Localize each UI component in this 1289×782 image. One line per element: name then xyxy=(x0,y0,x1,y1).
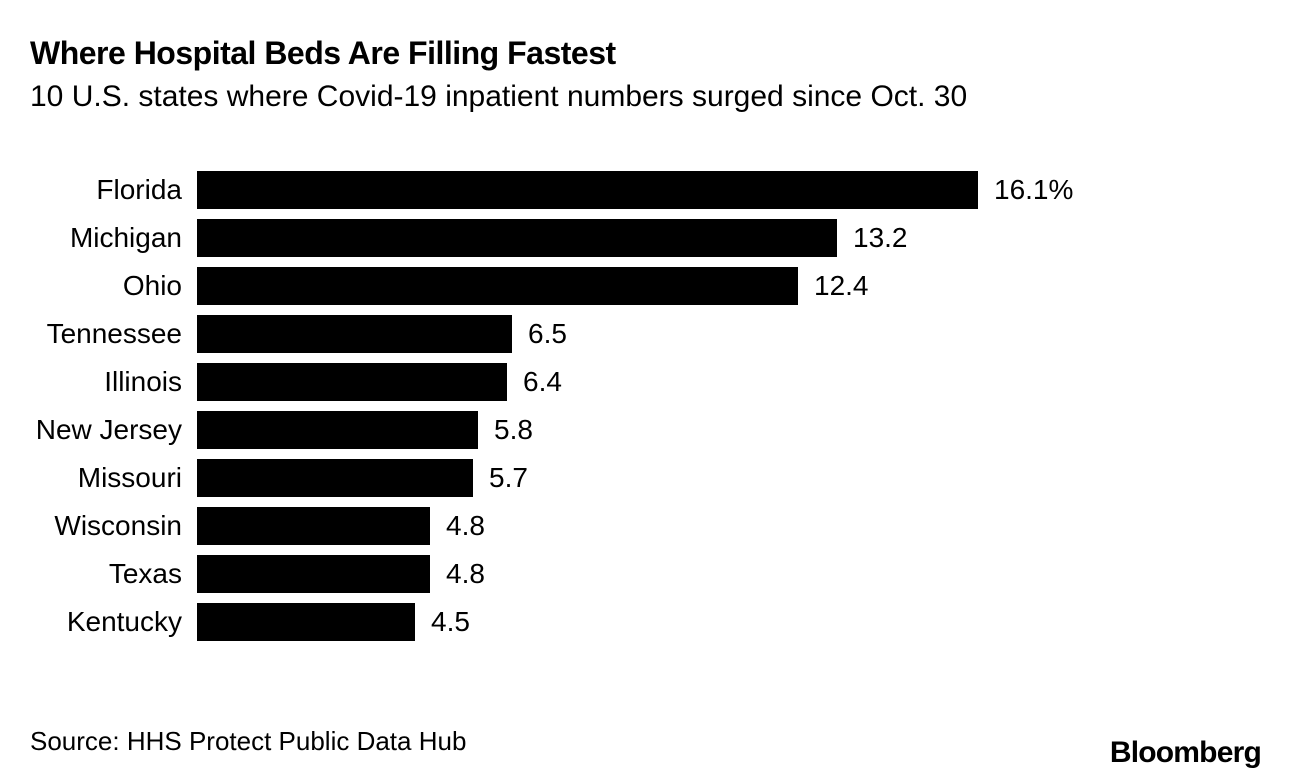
source-note: Source: HHS Protect Public Data Hub xyxy=(30,726,467,756)
bar-value: 16.1% xyxy=(994,174,1074,205)
bar xyxy=(197,507,430,545)
chart-row: Ohio 12.4 xyxy=(30,262,1259,310)
bar xyxy=(197,411,478,449)
chart-row: Kentucky 4.5 xyxy=(30,598,1259,646)
bar xyxy=(197,603,415,641)
bar xyxy=(197,267,798,305)
chart-subtitle: 10 U.S. states where Covid-19 inpatient … xyxy=(30,80,968,113)
bar-value: 13.2 xyxy=(853,222,908,253)
bar-label: Texas xyxy=(108,558,182,589)
chart-row: Texas 4.8 xyxy=(30,550,1259,598)
bar-label: Tennessee xyxy=(46,318,182,349)
bar-label: Wisconsin xyxy=(54,510,182,541)
chart-row: Missouri 5.7 xyxy=(30,454,1259,502)
bar xyxy=(197,459,473,497)
chart-row: Tennessee 6.5 xyxy=(30,310,1259,358)
bar xyxy=(197,555,430,593)
bar xyxy=(197,363,507,401)
bar-label: New Jersey xyxy=(35,414,182,445)
bar-value: 5.8 xyxy=(494,414,533,445)
chart-row: New Jersey 5.8 xyxy=(30,406,1259,454)
bar-value: 6.5 xyxy=(528,318,567,349)
bloomberg-logo: Bloomberg xyxy=(1109,736,1262,769)
chart-row: Wisconsin 4.8 xyxy=(30,502,1259,550)
bar-value: 12.4 xyxy=(814,270,869,301)
bar-chart: Florida 16.1% Michigan 13.2 Ohio 12.4 Tennesse… xyxy=(30,166,1259,646)
bar-label: Michigan xyxy=(69,222,182,253)
bar-value: 5.7 xyxy=(489,462,528,493)
chart-row: Illinois 6.4 xyxy=(30,358,1259,406)
bar-value: 4.8 xyxy=(446,558,485,589)
chart-row: Michigan 13.2 xyxy=(30,214,1259,262)
bar-label: Illinois xyxy=(104,366,182,397)
bar xyxy=(197,219,837,257)
bar-value: 6.4 xyxy=(523,366,562,397)
bar-value: 4.8 xyxy=(446,510,485,541)
bar-label: Ohio xyxy=(122,270,182,301)
bar xyxy=(197,315,512,353)
chart-title: Where Hospital Beds Are Filling Fastest xyxy=(30,35,616,71)
bar-value: 4.5 xyxy=(431,606,470,637)
bar-label: Missouri xyxy=(77,462,182,493)
bar-label: Florida xyxy=(96,174,182,205)
bar xyxy=(197,171,978,209)
bar-label: Kentucky xyxy=(66,606,182,637)
chart-row: Florida 16.1% xyxy=(30,166,1259,214)
